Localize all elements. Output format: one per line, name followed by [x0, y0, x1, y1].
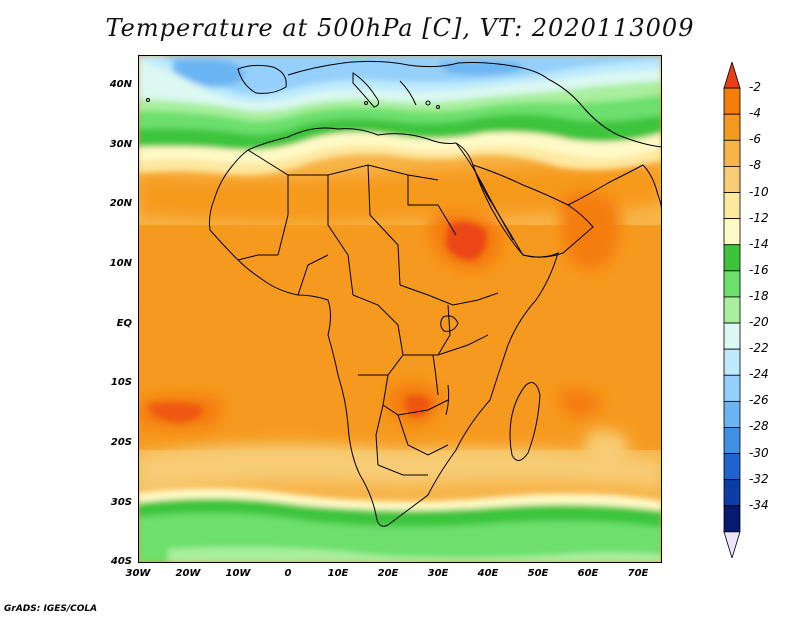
lat-label-40s: 40S: [110, 556, 132, 567]
colorbar-label: -24: [749, 367, 769, 382]
colorbar-label: -2: [749, 80, 761, 95]
lat-label-10s: 10S: [110, 377, 132, 388]
colorbar-swatch: [723, 505, 741, 533]
lon-label-20e: 20E: [377, 568, 399, 579]
lon-label-30e: 30E: [427, 568, 449, 579]
colorbar-swatch: [723, 192, 741, 220]
colorbar-label: -4: [749, 106, 761, 121]
colorbar-swatch: [723, 62, 741, 89]
colorbar-swatch: [723, 531, 741, 558]
lon-label-50e: 50E: [527, 568, 549, 579]
colorbar-label: -22: [749, 341, 769, 356]
lon-label-60e: 60E: [577, 568, 599, 579]
colorbar-swatch: [723, 166, 741, 193]
temperature-map: [138, 55, 662, 563]
colorbar-swatch: [723, 427, 741, 454]
colorbar-swatch: [723, 479, 741, 507]
colorbar-swatch: [723, 374, 741, 402]
colorbar-swatch: [723, 113, 741, 141]
lat-label-30n: 30N: [109, 139, 132, 150]
colorbar-swatch: [723, 244, 741, 272]
colorbar-swatch: [723, 348, 741, 376]
lon-label-10e: 10E: [327, 568, 349, 579]
lat-label-10n: 10N: [109, 258, 132, 269]
lon-label-0: 0: [284, 568, 292, 579]
colorbar-label: -34: [749, 497, 769, 512]
colorbar-swatch: [723, 322, 741, 350]
colorbar: [723, 62, 741, 558]
lat-label-40n: 40N: [109, 79, 132, 90]
lon-label-70e: 70E: [627, 568, 649, 579]
colorbar-label: -12: [749, 210, 769, 225]
colorbar-label: -14: [749, 236, 769, 251]
colorbar-swatch: [723, 87, 741, 115]
map-title: Temperature at 500hPa [C], VT: 202011300…: [105, 14, 695, 42]
temperature-fill: [138, 55, 662, 563]
lat-label-20n: 20N: [109, 198, 132, 209]
colorbar-label: -16: [749, 262, 769, 277]
colorbar-label: -26: [749, 393, 769, 408]
colorbar-label: -32: [749, 471, 769, 486]
grads-credit: GrADS: IGES/COLA: [4, 604, 98, 614]
coastlines: [146, 60, 662, 527]
colorbar-label: -6: [749, 132, 761, 147]
colorbar-swatch: [723, 139, 741, 167]
lat-label-eq: EQ: [116, 318, 132, 329]
colorbar-label: -10: [749, 184, 769, 199]
lat-label-30s: 30S: [110, 497, 132, 508]
lon-label-10w: 10W: [225, 568, 251, 579]
colorbar-swatch: [723, 453, 741, 481]
colorbar-label: -28: [749, 419, 769, 434]
colorbar-swatch: [723, 296, 741, 324]
colorbar-swatch: [723, 270, 741, 298]
map-panel: [138, 55, 662, 563]
lon-label-30w: 30W: [125, 568, 151, 579]
colorbar-label: -18: [749, 288, 769, 303]
colorbar-label: -30: [749, 445, 769, 460]
colorbar-swatch: [723, 218, 741, 246]
colorbar-swatch: [723, 400, 741, 428]
colorbar-label: -8: [749, 158, 761, 173]
colorbar-label: -20: [749, 315, 769, 330]
lon-label-40e: 40E: [477, 568, 499, 579]
lat-label-20s: 20S: [110, 437, 132, 448]
lon-label-20w: 20W: [175, 568, 201, 579]
